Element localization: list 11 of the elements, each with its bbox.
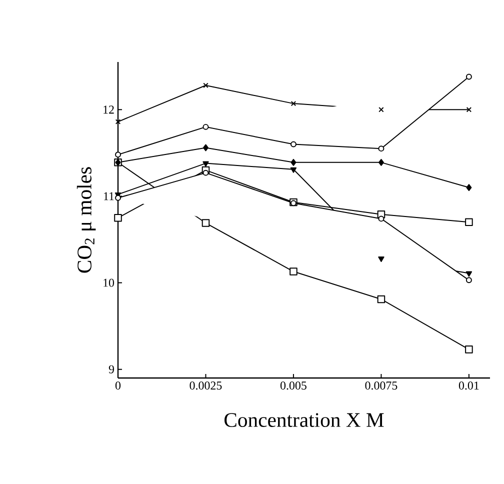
x-tick-label: 0.0025	[190, 382, 222, 390]
y-tick-label: 9	[108, 365, 114, 374]
y-tick-label: 12	[104, 106, 114, 114]
x-tick-label: 0.01	[458, 382, 479, 390]
x-tick-label: 0	[115, 382, 121, 390]
x-tick-label: 0.0075	[365, 382, 398, 390]
x-tick-label: 0.005	[280, 382, 306, 390]
x-axis-title: Concentration X M	[224, 413, 384, 428]
y-tick-label: 10	[104, 278, 114, 287]
y-tick-label: 11	[104, 192, 114, 200]
y-axis-title: CO$_{2}$ μ moles	[76, 167, 96, 273]
